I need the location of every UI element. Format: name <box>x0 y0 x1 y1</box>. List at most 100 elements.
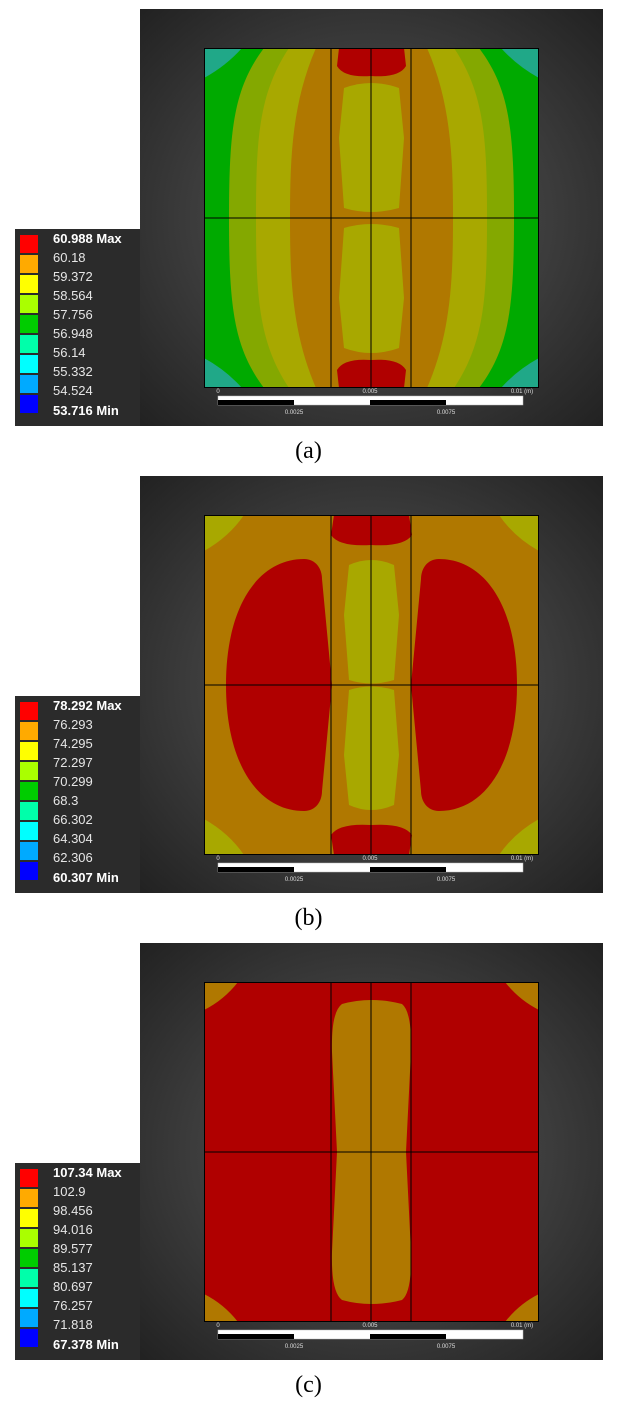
scale-tick-label: 0.0025 <box>285 1344 304 1350</box>
panel-c: 0 0.005 0.01 (m) 0.0025 0.0075 107.34 Ma… <box>0 934 617 1402</box>
legend-swatch <box>20 1289 38 1307</box>
legend-value: 70.299 <box>53 774 93 789</box>
legend-value: 64.304 <box>53 831 93 846</box>
legend-swatch <box>20 375 38 393</box>
legend-min-label: 60.307 Min <box>53 870 119 885</box>
legend-swatch <box>20 275 38 293</box>
legend-swatch <box>20 335 38 353</box>
color-legend: 107.34 Max 102.9 98.456 94.016 89.577 85… <box>15 1163 140 1360</box>
legend-swatch <box>20 1209 38 1227</box>
scale-tick-label: 0.01 (m) <box>511 1323 533 1329</box>
legend-swatch <box>20 822 38 840</box>
scale-tick-label: 0.0075 <box>437 877 456 883</box>
panel-a: 0 0.005 0.01 (m) 0.0025 0.0075 60.988 Ma… <box>0 0 617 468</box>
scale-tick-label: 0.0075 <box>437 1344 456 1350</box>
contour-teal-corner <box>204 48 242 78</box>
scale-bar-segment <box>218 867 294 872</box>
legend-swatch <box>20 702 38 720</box>
legend-max-label: 107.34 Max <box>53 1165 122 1180</box>
simulation-viewport[interactable]: 0 0.005 0.01 (m) 0.0025 0.0075 <box>140 943 603 1360</box>
legend-swatch <box>20 782 38 800</box>
legend-swatch <box>20 862 38 880</box>
scale-tick-label: 0.005 <box>362 389 378 395</box>
simulation-viewport[interactable]: 0 0.005 0.01 (m) 0.0025 0.0075 <box>140 476 603 893</box>
scale-bar-segment <box>370 1334 446 1339</box>
scale-tick-label: 0.0075 <box>437 410 456 416</box>
scale-tick-label: 0.0025 <box>285 877 304 883</box>
color-legend: 78.292 Max 76.293 74.295 72.297 70.299 6… <box>15 696 140 893</box>
legend-swatch <box>20 842 38 860</box>
figure-caption: (a) <box>295 438 322 464</box>
legend-value: 62.306 <box>53 850 93 865</box>
contour-yellow-corner <box>499 515 539 551</box>
scale-tick-label: 0.0025 <box>285 410 304 416</box>
legend-swatch <box>20 1189 38 1207</box>
color-legend: 60.988 Max 60.18 59.372 58.564 57.756 56… <box>15 229 140 426</box>
panel-b: 0 0.005 0.01 (m) 0.0025 0.0075 78.292 Ma… <box>0 467 617 935</box>
legend-value: 60.18 <box>53 250 86 265</box>
legend-value: 76.257 <box>53 1298 93 1313</box>
contour-yellow-corner <box>499 819 539 855</box>
legend-value: 89.577 <box>53 1241 93 1256</box>
contour-plot <box>204 515 539 855</box>
scale-tick-label: 0.005 <box>362 1323 378 1329</box>
contour-yellow-corner <box>204 515 244 551</box>
legend-swatch <box>20 1249 38 1267</box>
scale-tick-label: 0 <box>216 1323 220 1329</box>
legend-value: 68.3 <box>53 793 79 808</box>
legend-swatch <box>20 742 38 760</box>
legend-swatch <box>20 802 38 820</box>
legend-swatch <box>20 355 38 373</box>
contour-yellow-corner <box>204 819 244 855</box>
scale-tick-label: 0.01 (m) <box>511 389 533 395</box>
scale-bar-segment <box>218 400 294 405</box>
legend-value: 59.372 <box>53 269 93 284</box>
scale-bar: 0 0.005 0.01 (m) 0.0025 0.0075 <box>216 389 533 416</box>
legend-max-label: 60.988 Max <box>53 231 122 246</box>
legend-value: 102.9 <box>53 1184 86 1199</box>
scale-bar-segment <box>370 867 446 872</box>
legend-swatch <box>20 235 38 253</box>
contour-orange-corner <box>505 1294 539 1322</box>
contour-teal-corner <box>501 48 539 78</box>
contour-orange-corner <box>505 982 539 1010</box>
legend-swatch <box>20 1169 38 1187</box>
legend-swatch <box>20 255 38 273</box>
legend-value: 56.14 <box>53 345 86 360</box>
legend-swatch <box>20 1229 38 1247</box>
legend-swatch <box>20 762 38 780</box>
figure-caption: (b) <box>294 905 323 931</box>
legend-value: 71.818 <box>53 1317 93 1332</box>
scale-bar: 0 0.005 0.01 (m) 0.0025 0.0075 <box>216 856 533 883</box>
contour-orange-corner <box>204 1294 238 1322</box>
legend-swatch <box>20 722 38 740</box>
legend-value: 57.756 <box>53 307 93 322</box>
scale-tick-label: 0.01 (m) <box>511 856 533 862</box>
scale-tick-label: 0 <box>216 856 220 862</box>
legend-value: 72.297 <box>53 755 93 770</box>
legend-value: 94.016 <box>53 1222 93 1237</box>
figure-caption: (c) <box>295 1372 322 1398</box>
scale-bar-segment <box>370 400 446 405</box>
legend-value: 55.332 <box>53 364 93 379</box>
scale-tick-label: 0.005 <box>362 856 378 862</box>
contour-teal-corner <box>501 358 539 388</box>
legend-value: 54.524 <box>53 383 93 398</box>
legend-value: 66.302 <box>53 812 93 827</box>
legend-value: 58.564 <box>53 288 93 303</box>
legend-swatch <box>20 1329 38 1347</box>
legend-min-label: 53.716 Min <box>53 403 119 418</box>
scale-tick-label: 0 <box>216 389 220 395</box>
legend-swatch <box>20 395 38 413</box>
simulation-viewport[interactable]: 0 0.005 0.01 (m) 0.0025 0.0075 <box>140 9 603 426</box>
legend-swatch <box>20 1309 38 1327</box>
legend-value: 76.293 <box>53 717 93 732</box>
legend-min-label: 67.378 Min <box>53 1337 119 1352</box>
scale-bar-segment <box>218 1334 294 1339</box>
legend-swatch <box>20 295 38 313</box>
scale-bar: 0 0.005 0.01 (m) 0.0025 0.0075 <box>216 1323 533 1350</box>
legend-value: 85.137 <box>53 1260 93 1275</box>
contour-teal-corner <box>204 358 242 388</box>
legend-value: 80.697 <box>53 1279 93 1294</box>
legend-value: 56.948 <box>53 326 93 341</box>
